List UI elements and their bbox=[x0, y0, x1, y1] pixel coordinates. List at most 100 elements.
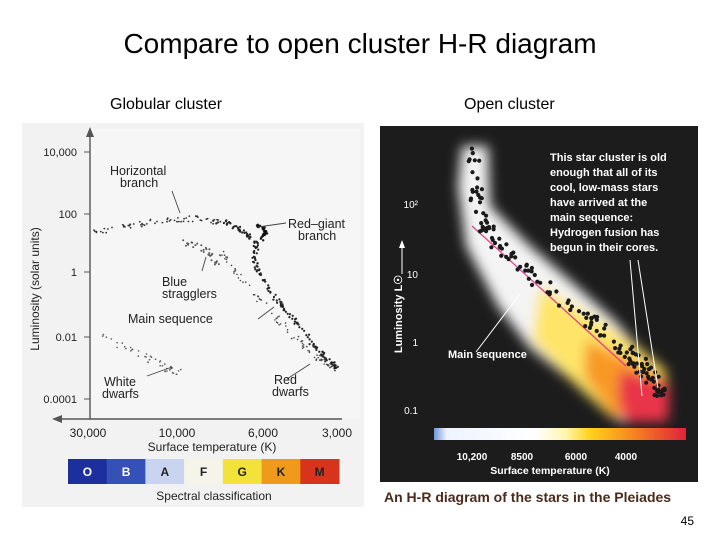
pleiades-star bbox=[469, 146, 474, 151]
red-giant-branch-star bbox=[229, 222, 232, 225]
horizontal-branch-star bbox=[173, 219, 176, 222]
white-dwarf-star bbox=[149, 355, 152, 357]
main-sequence-star bbox=[334, 369, 336, 372]
globular-y-arrow bbox=[86, 127, 94, 137]
main-sequence-star bbox=[278, 315, 280, 318]
main-sequence-star bbox=[297, 335, 300, 338]
pleiades-star bbox=[489, 245, 494, 250]
horizontal-branch-star bbox=[217, 219, 220, 221]
globular-cluster-label: Globular cluster bbox=[110, 96, 223, 113]
pleiades-star bbox=[479, 187, 484, 192]
horizontal-branch-star bbox=[191, 220, 194, 223]
red-giant-branch-star bbox=[282, 308, 285, 311]
white-dwarfs-label-line2: dwarfs bbox=[102, 387, 139, 401]
pleiades-star bbox=[489, 235, 495, 241]
white-dwarf-star bbox=[130, 350, 132, 352]
pleiades-star bbox=[656, 374, 661, 379]
red-giant-branch-label-line2: branch bbox=[298, 229, 336, 243]
red-giant-branch-star bbox=[333, 367, 336, 370]
pleiades-star bbox=[602, 333, 607, 338]
pleiades-star bbox=[529, 282, 535, 288]
red-giant-branch-star bbox=[269, 291, 272, 294]
horizontal-branch-star bbox=[127, 224, 130, 227]
main-sequence-stars bbox=[219, 250, 336, 372]
red-giant-branch-star bbox=[293, 322, 296, 325]
white-dwarf-star bbox=[164, 370, 166, 373]
white-dwarf-star bbox=[131, 348, 134, 351]
red-giant-branch-star bbox=[288, 313, 292, 316]
main-sequence-star bbox=[323, 363, 326, 365]
horizontal-branch-star bbox=[107, 228, 109, 230]
spectral-class-swatch bbox=[68, 459, 108, 484]
pleiades-star bbox=[645, 362, 650, 367]
blue-straggler-star bbox=[194, 244, 197, 247]
pleiades-star bbox=[475, 185, 480, 190]
main-sequence-star bbox=[279, 323, 282, 325]
main-sequence-star bbox=[258, 298, 261, 300]
pleiades-star bbox=[472, 158, 477, 163]
horizontal-branch-star bbox=[94, 230, 96, 233]
main-sequence-star bbox=[230, 264, 233, 267]
main-sequence-star bbox=[224, 258, 226, 260]
white-dwarf-star bbox=[147, 361, 149, 364]
pleiades-star bbox=[475, 176, 480, 181]
main-sequence-star bbox=[240, 273, 242, 276]
pleiades-x-axis-label: Surface temperature (K) bbox=[490, 465, 610, 477]
white-dwarf-star bbox=[177, 370, 180, 372]
main-sequence-star bbox=[316, 354, 318, 356]
pleiades-main-sequence-label: Main sequence bbox=[448, 349, 527, 361]
white-dwarf-star bbox=[125, 347, 127, 350]
pleiades-star bbox=[649, 377, 654, 382]
pleiades-star bbox=[497, 236, 502, 241]
red-giant-branch-star bbox=[272, 295, 276, 299]
main-sequence-star bbox=[234, 267, 236, 270]
red-giant-branch-star bbox=[320, 353, 323, 356]
main-sequence-star bbox=[284, 322, 287, 324]
pleiades-x-tick-8500: 8500 bbox=[511, 452, 534, 463]
spectral-class-label: M bbox=[315, 465, 325, 479]
main-sequence-star bbox=[233, 272, 235, 274]
spectral-classification-caption: Spectral classification bbox=[156, 489, 271, 503]
red-giant-branch-star bbox=[267, 284, 270, 287]
pleiades-temperature-bar bbox=[434, 428, 686, 440]
pleiades-star bbox=[476, 192, 481, 198]
horizontal-branch-star bbox=[210, 221, 213, 224]
pleiades-star bbox=[643, 356, 648, 361]
white-dwarf-star bbox=[123, 345, 126, 348]
horizontal-branch-star bbox=[187, 220, 190, 223]
horizontal-branch-star bbox=[182, 220, 185, 223]
red-giant-branch-star bbox=[312, 342, 315, 346]
main-sequence-star bbox=[225, 256, 227, 258]
main-sequence-star bbox=[271, 312, 273, 315]
red-giant-branch-star bbox=[268, 286, 271, 289]
spectral-class-swatch bbox=[184, 459, 224, 484]
red-giant-branch-star bbox=[253, 240, 256, 243]
pleiades-star bbox=[581, 311, 586, 316]
pleiades-star bbox=[661, 392, 666, 397]
blue-straggler-star bbox=[185, 244, 187, 247]
pleiades-star bbox=[491, 224, 496, 229]
pleiades-star bbox=[644, 380, 649, 385]
pleiades-star bbox=[587, 325, 592, 330]
horizontal-branch-star bbox=[149, 219, 152, 222]
pleiades-star bbox=[479, 221, 484, 226]
pleiades-star bbox=[477, 158, 482, 163]
horizontal-branch-star bbox=[95, 231, 98, 234]
red-giant-branch-star bbox=[255, 252, 258, 255]
main-sequence-star bbox=[301, 342, 304, 345]
blue-straggler-star bbox=[187, 243, 190, 246]
pleiades-star bbox=[611, 339, 616, 344]
red-giant-branch-star bbox=[296, 322, 299, 325]
open-cluster-label: Open cluster bbox=[464, 96, 555, 113]
spectral-class-label: A bbox=[160, 465, 169, 479]
blue-straggler-star bbox=[182, 239, 185, 242]
white-dwarfs-label-line1: White bbox=[104, 375, 136, 389]
pleiades-star bbox=[484, 229, 489, 234]
main-sequence-star bbox=[219, 254, 222, 257]
white-dwarf-star bbox=[159, 360, 162, 362]
main-sequence-star bbox=[331, 365, 333, 368]
red-dwarfs-label-line2: dwarfs bbox=[272, 385, 309, 399]
main-sequence-star bbox=[276, 322, 279, 324]
pleiades-star bbox=[504, 242, 509, 247]
pleiades-star bbox=[473, 209, 479, 214]
